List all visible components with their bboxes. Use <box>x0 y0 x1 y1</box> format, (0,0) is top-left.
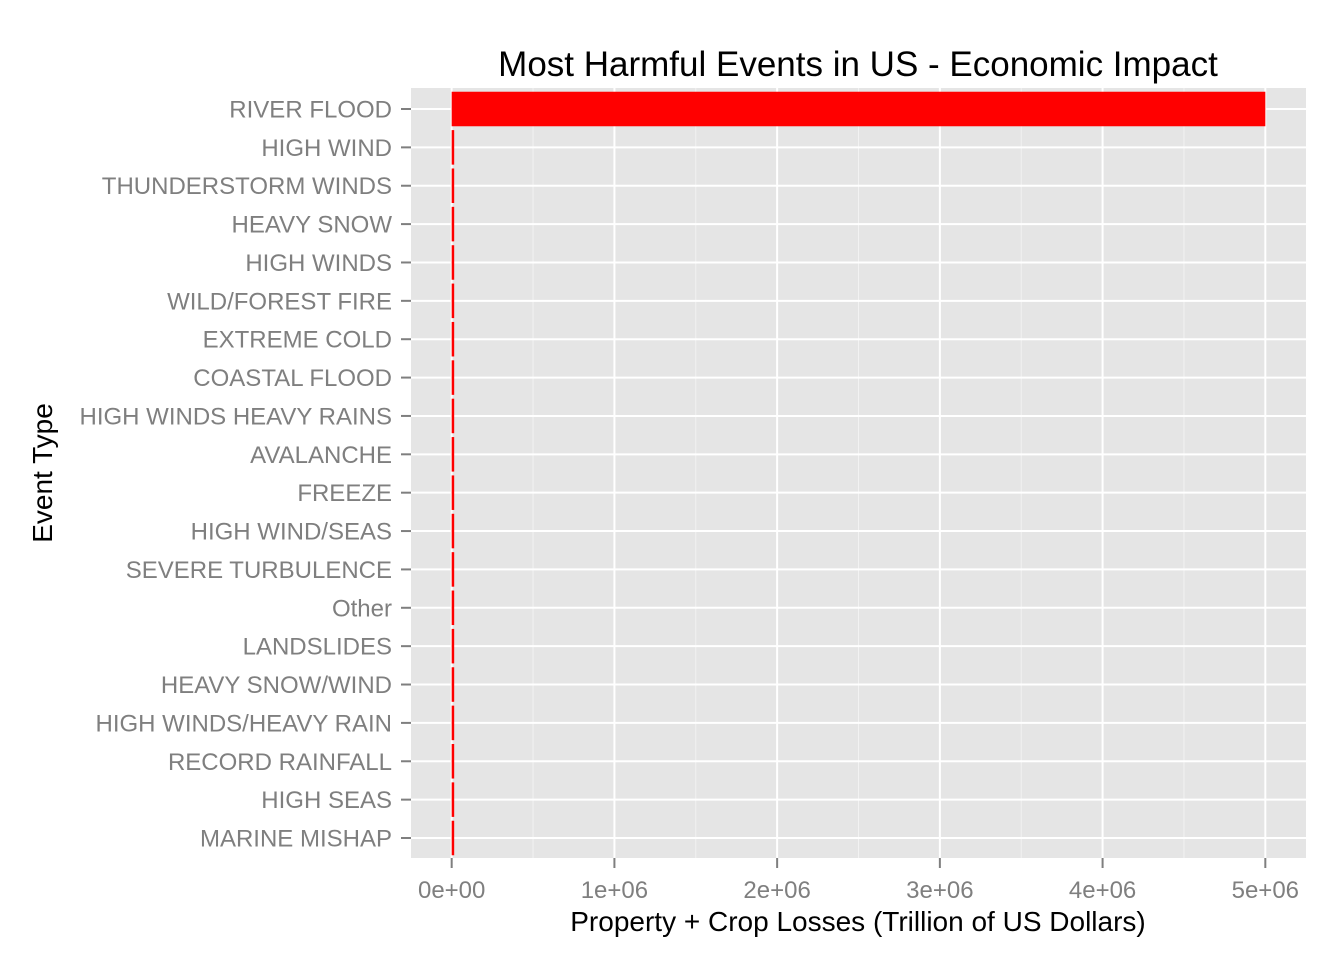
y-tick-label: HEAVY SNOW <box>232 212 393 239</box>
bar <box>451 590 455 626</box>
y-tick-label: SEVERE TURBULENCE <box>126 557 392 584</box>
y-tick-label: HIGH SEAS <box>261 787 392 814</box>
bar <box>451 206 455 242</box>
bar <box>451 475 455 510</box>
bar <box>451 398 455 434</box>
bar <box>451 321 455 357</box>
bar <box>451 360 455 395</box>
bar <box>451 283 455 319</box>
y-tick-label: HIGH WINDS HEAVY RAINS <box>80 403 393 430</box>
bar <box>451 130 455 165</box>
x-tick-label: 2e+06 <box>743 877 810 904</box>
y-tick-label: HIGH WIND <box>261 135 392 162</box>
bar <box>451 168 455 204</box>
x-tick-label: 1e+06 <box>581 877 648 904</box>
bar <box>451 552 455 587</box>
y-axis: RIVER FLOOD HIGH WIND THUNDERSTORM WINDS HE… <box>80 97 411 853</box>
y-tick-label: RIVER FLOOD <box>229 97 392 124</box>
y-tick-label: FREEZE <box>297 480 392 507</box>
y-tick-label: HIGH WINDS <box>245 250 392 277</box>
y-tick-label: HIGH WINDS/HEAVY RAIN <box>96 710 392 737</box>
x-tick-label: 5e+06 <box>1232 877 1299 904</box>
y-tick-label: WILD/FOREST FIRE <box>167 288 392 315</box>
bar <box>451 513 455 549</box>
x-tick-label: 3e+06 <box>906 877 973 904</box>
y-tick-label: AVALANCHE <box>250 442 392 469</box>
bar <box>451 91 1266 127</box>
bar <box>451 437 455 472</box>
x-axis-title: Property + Crop Losses (Trillion of US D… <box>570 906 1145 937</box>
y-tick-label: MARINE MISHAP <box>200 826 392 853</box>
y-tick-label: Other <box>332 595 392 622</box>
y-tick-label: EXTREME COLD <box>203 327 392 354</box>
bar <box>451 743 455 779</box>
x-tick-label: 0e+00 <box>418 877 485 904</box>
y-tick-label: THUNDERSTORM WINDS <box>102 173 392 200</box>
y-tick-label: HEAVY SNOW/WIND <box>161 672 392 699</box>
x-axis: 0e+00 1e+06 2e+06 3e+06 4e+06 5e+06 <box>418 858 1299 904</box>
bar <box>451 820 455 856</box>
y-tick-label: HIGH WIND/SEAS <box>191 519 392 546</box>
y-tick-label: LANDSLIDES <box>243 634 392 661</box>
x-tick-label: 4e+06 <box>1069 877 1136 904</box>
bars <box>451 91 1266 856</box>
bar <box>451 628 455 664</box>
y-tick-label: COASTAL FLOOD <box>193 365 392 392</box>
bar <box>451 245 455 280</box>
bar <box>451 782 455 817</box>
chart-title: Most Harmful Events in US - Economic Imp… <box>498 45 1218 84</box>
y-tick-label: RECORD RAINFALL <box>168 749 392 776</box>
y-axis-title: Event Type <box>27 403 58 543</box>
bar <box>451 667 455 702</box>
bar <box>451 705 455 741</box>
grid-lines <box>411 88 1306 858</box>
